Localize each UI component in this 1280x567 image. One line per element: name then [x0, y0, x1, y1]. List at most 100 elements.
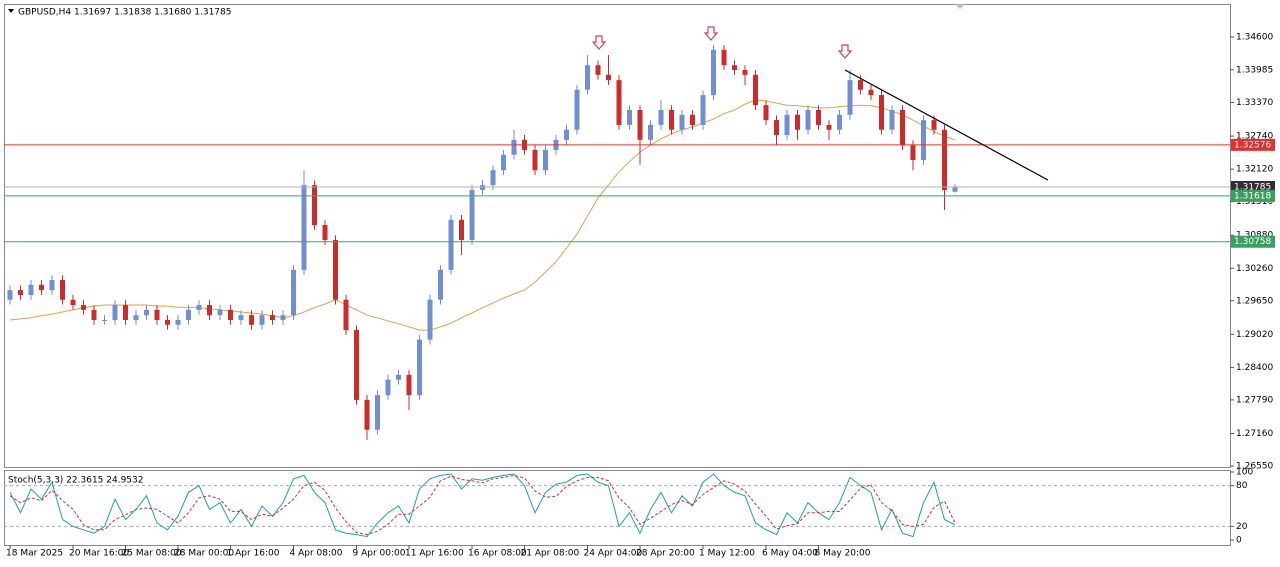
candle-body	[175, 319, 181, 325]
x-tick-label: 1 Apr 16:00	[227, 549, 280, 559]
level-label: 1.31785	[1234, 183, 1271, 193]
stoch-tick-label: 80	[1236, 481, 1248, 491]
candle-body	[18, 290, 23, 295]
y-tick-label: 1.30880	[1236, 231, 1273, 241]
candle-body	[312, 185, 317, 226]
candle-body	[385, 379, 391, 396]
candle-body	[711, 49, 716, 96]
price-panel	[4, 4, 1231, 468]
candle-body	[228, 309, 233, 320]
x-tick-label: 4 Apr 08:00	[290, 549, 343, 559]
stoch-panel	[4, 470, 1231, 546]
candle-body	[658, 109, 664, 125]
y-tick-label: 1.27790	[1236, 395, 1273, 405]
y-tick-label: 1.26550	[1236, 462, 1273, 472]
candle-body	[427, 299, 433, 340]
candle-body	[280, 315, 286, 320]
candle-body	[249, 315, 254, 325]
candle-body	[847, 80, 853, 115]
candle-body	[858, 80, 863, 90]
stoch-line	[9, 474, 956, 536]
candle-body	[753, 74, 758, 106]
level-label: 1.31618	[1234, 191, 1271, 201]
candle-body	[679, 114, 685, 130]
x-tick-label: 16 Apr 08:00	[468, 549, 527, 559]
candle-body	[186, 309, 191, 320]
candle-body	[700, 95, 706, 125]
candle-body	[70, 299, 76, 306]
stoch-tick-label: 20	[1236, 522, 1248, 532]
candle-body	[837, 114, 842, 130]
level-label-box	[1231, 189, 1275, 202]
candle-body	[879, 95, 884, 130]
candle-body	[721, 49, 727, 66]
candle-body	[375, 395, 380, 430]
y-tick-label: 1.28400	[1236, 363, 1273, 373]
candle-body	[511, 139, 517, 155]
candle-body	[763, 105, 769, 121]
level-label: 1.30758	[1234, 237, 1271, 247]
candle-body	[144, 309, 149, 316]
candle-body	[784, 114, 790, 136]
stoch-label: Stoch(5,3,3) 22.3615 24.9532	[8, 476, 143, 486]
x-tick-label: 24 Apr 04:00	[584, 549, 643, 559]
candle-body	[952, 187, 958, 192]
down-arrow	[837, 44, 853, 59]
candle-body	[574, 89, 580, 130]
x-tick-label: 1 May 12:00	[699, 549, 755, 559]
y-tick-label: 1.27160	[1236, 429, 1273, 439]
y-tick-label: 1.29020	[1236, 330, 1273, 340]
x-tick-label: 21 Apr 08:00	[521, 549, 580, 559]
y-tick-label: 1.33985	[1236, 65, 1273, 75]
x-tick-label: 25 Mar 08:00	[122, 549, 182, 559]
candle-body	[921, 120, 926, 161]
candle-body	[564, 129, 569, 140]
x-tick-label: 28 Apr 20:00	[636, 549, 695, 559]
candle-body	[217, 309, 223, 316]
candle-body	[616, 80, 622, 125]
candle-body	[690, 114, 695, 125]
candle-body	[669, 109, 674, 130]
candle-body	[196, 305, 202, 310]
candle-body	[910, 145, 916, 161]
x-tick-label: 18 Mar 2025	[6, 549, 63, 559]
y-tick-label: 1.29650	[1236, 296, 1273, 306]
candle-body	[60, 280, 65, 300]
candle-body	[28, 284, 34, 295]
candle-body	[931, 120, 937, 130]
candle-body	[900, 109, 905, 146]
candle-body	[333, 240, 338, 300]
chart-title: GBPUSD,H4 1.31697 1.31838 1.31680 1.3178…	[18, 8, 231, 18]
candle-body	[7, 290, 13, 300]
candle-body	[868, 89, 874, 96]
stoch-tick-label: 0	[1236, 536, 1242, 546]
candle-body	[585, 65, 590, 90]
candle-body	[889, 109, 895, 130]
x-tick-label: 20 Mar 16:00	[69, 549, 129, 559]
moving-average	[9, 99, 956, 331]
x-tick-label: 11 Apr 16:00	[405, 549, 464, 559]
candle-body	[490, 170, 496, 186]
candle-body	[291, 269, 296, 316]
trend-line	[844, 69, 1049, 181]
x-tick-label: 8 May 20:00	[815, 549, 871, 559]
down-arrow	[703, 26, 719, 41]
y-tick-label: 1.34600	[1236, 32, 1273, 42]
candle-body	[81, 305, 86, 310]
candle-body	[543, 149, 548, 171]
candle-body	[480, 185, 485, 190]
candle-body	[595, 65, 601, 75]
candle-body	[448, 219, 454, 270]
candle-body	[165, 319, 170, 325]
candle-body	[732, 65, 737, 71]
candle-body	[49, 280, 55, 291]
candle-body	[259, 315, 265, 325]
candle-body	[102, 319, 107, 321]
candle-body	[343, 299, 349, 331]
candle-body	[648, 124, 653, 140]
candle-body	[270, 315, 275, 320]
level-label: 1.32576	[1234, 140, 1271, 150]
candle-body	[532, 149, 538, 171]
